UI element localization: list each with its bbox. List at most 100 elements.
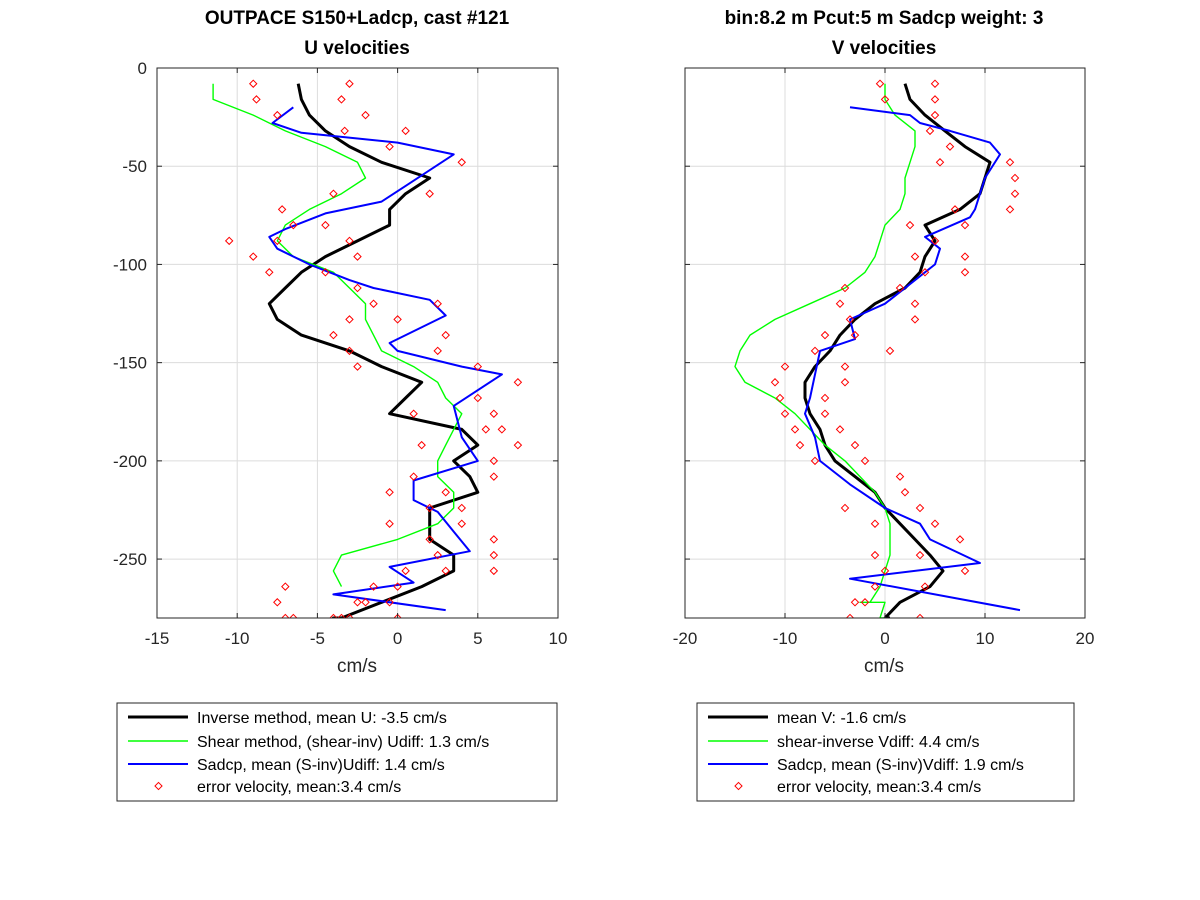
u-error-marker <box>385 488 394 497</box>
v-error-marker <box>860 456 870 466</box>
v-error-marker <box>850 330 860 340</box>
u-error-marker <box>513 378 523 387</box>
v-error-marker <box>810 456 820 466</box>
v-x-tick-label: 20 <box>1076 629 1095 648</box>
u-error-marker <box>337 613 346 618</box>
v-error-marker <box>840 283 850 293</box>
v-error-marker <box>915 550 925 560</box>
u-error-marker <box>265 268 274 277</box>
v-sadcp-line <box>804 106 1021 612</box>
u-error-marker <box>401 126 410 136</box>
u-error-marker <box>337 95 346 104</box>
u-axes-box <box>156 67 559 619</box>
u-shear-line <box>212 83 463 587</box>
u-legend-label-error: error velocity, mean:3.4 cm/s <box>197 779 401 796</box>
v-error-marker <box>960 252 970 261</box>
u-error-marker <box>329 613 338 618</box>
u-error-marker <box>277 205 287 214</box>
v-error-marker <box>910 299 920 308</box>
u-sadcp-line <box>268 106 503 612</box>
u-y-tick-label: 0 <box>138 59 147 78</box>
v-error-marker <box>780 362 790 371</box>
v-error-marker <box>1010 189 1020 198</box>
u-error-marker <box>489 472 499 481</box>
u-error-marker <box>401 566 410 576</box>
v-error-marker <box>845 613 855 618</box>
u-error-marker <box>353 598 362 607</box>
v-error-marker <box>1005 205 1015 214</box>
u-error-marker <box>489 409 499 418</box>
v-error-marker <box>870 519 880 528</box>
v-error-marker <box>1010 173 1020 183</box>
v-error-marker <box>810 346 820 356</box>
u-error-marker <box>409 472 418 481</box>
v-error-marker <box>875 79 885 88</box>
v-error-marker <box>850 598 860 607</box>
v-x-tick-label: -20 <box>673 629 698 648</box>
v-error-marker <box>885 346 895 356</box>
u-error-marker <box>425 535 434 544</box>
v-error-marker <box>900 488 910 497</box>
v-error-marker <box>860 598 870 607</box>
u-y-tick-label: -200 <box>113 452 147 471</box>
u-error-marker <box>248 79 258 88</box>
u-error-marker <box>273 110 282 120</box>
v-error-marker <box>950 205 960 214</box>
u-error-marker <box>497 425 507 434</box>
u-error-marker <box>457 503 467 513</box>
u-x-tick-label: -15 <box>145 629 170 648</box>
v-error-marker <box>945 142 955 151</box>
v-error-marker <box>935 158 945 167</box>
u-error-marker <box>385 142 394 151</box>
u-error-marker <box>321 268 330 277</box>
u-error-marker <box>345 613 354 618</box>
u-legend-label-inverse: Inverse method, mean U: -3.5 cm/s <box>197 710 447 727</box>
u-legend: Inverse method, mean U: -3.5 cm/s Shear … <box>116 702 558 802</box>
v-error-marker <box>895 472 905 481</box>
v-error-marker <box>795 440 805 450</box>
u-error-marker <box>361 598 370 607</box>
u-title-line-2: U velocities <box>304 38 410 59</box>
u-error-marker <box>252 95 261 104</box>
u-error-marker <box>385 519 394 528</box>
v-error-marker <box>905 220 915 230</box>
u-error-marker <box>393 582 402 591</box>
u-error-marker <box>273 598 282 607</box>
v-error-marker <box>850 440 860 450</box>
u-error-marker <box>433 299 442 308</box>
u-x-tick-label: 10 <box>549 629 568 648</box>
u-velocity-plot: -15 -10 -5 0 5 100-50-100-150-200-250 <box>113 59 567 648</box>
v-error-marker <box>910 252 920 261</box>
v-error-marker <box>930 236 940 246</box>
v-error-marker <box>930 79 940 88</box>
u-error-marker <box>489 566 499 576</box>
u-error-marker <box>329 330 338 340</box>
u-error-marker <box>425 503 434 513</box>
v-legend-label-shear: shear-inverse Vdiff: 4.4 cm/s <box>777 734 979 751</box>
u-error-marker <box>340 126 349 136</box>
v-x-tick-label: 0 <box>880 629 889 648</box>
v-error-marker <box>880 566 890 576</box>
v-x-tick-label: 10 <box>976 629 995 648</box>
v-error-marker <box>960 566 970 576</box>
v-error-marker <box>910 315 920 324</box>
v-error-marker <box>835 425 845 434</box>
u-plot-area <box>157 68 558 618</box>
u-error-marker <box>489 535 499 544</box>
v-error-marker <box>930 519 940 528</box>
v-error-marker <box>840 378 850 387</box>
u-error-marker <box>489 456 499 466</box>
u-error-marker <box>393 315 402 324</box>
u-error-marker <box>433 550 442 560</box>
v-legend-label-sadcp: Sadcp, mean (S-inv)Vdiff: 1.9 cm/s <box>777 757 1024 774</box>
v-legend-box <box>696 702 1075 802</box>
u-y-tick-label: -150 <box>113 354 147 373</box>
v-error-marker <box>920 268 930 277</box>
v-error-marker <box>820 330 830 340</box>
u-error-marker <box>385 598 394 607</box>
u-error-marker <box>441 566 450 576</box>
v-error-marker <box>820 393 830 403</box>
v-series-group <box>734 79 1021 618</box>
v-error-marker <box>925 126 935 136</box>
